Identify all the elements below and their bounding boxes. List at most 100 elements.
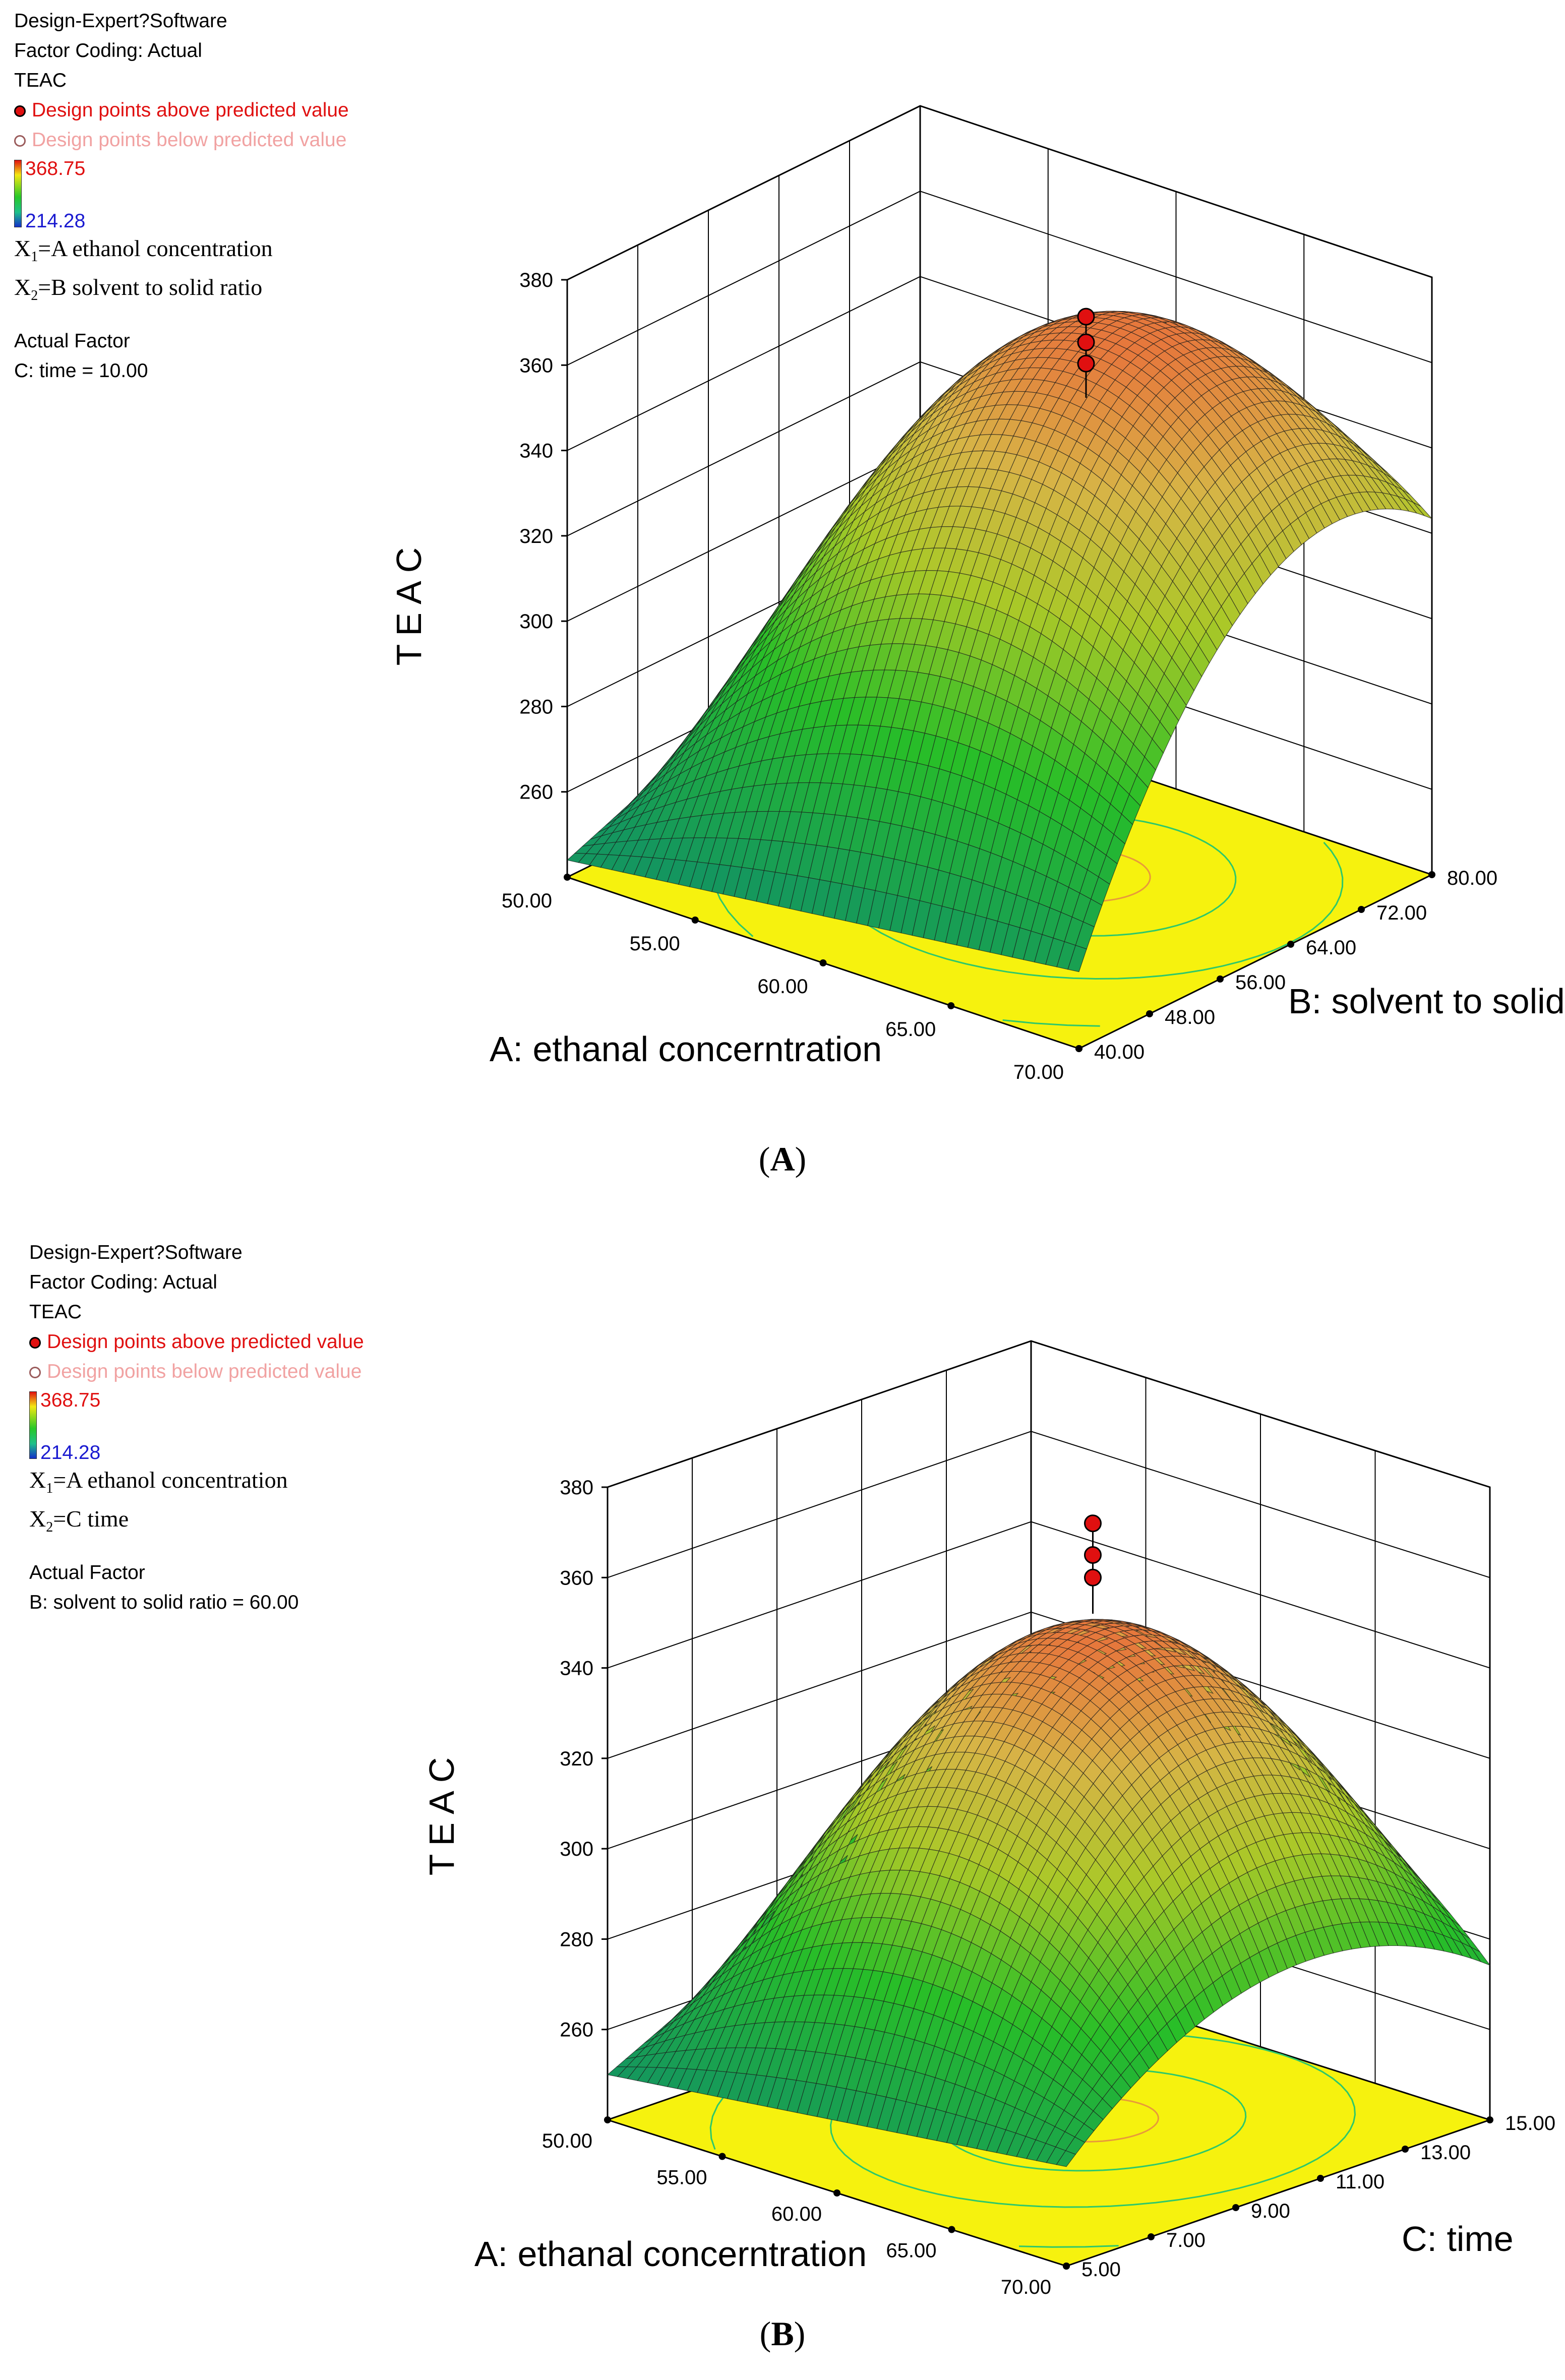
y-tick-label: 56.00	[1235, 971, 1286, 994]
design-points	[1077, 308, 1095, 398]
legend-below-label: Design points below predicted value	[47, 1361, 362, 1382]
y-tick-label: 5.00	[1081, 2259, 1121, 2281]
z-tick-label: 380	[519, 269, 553, 291]
design-point	[1077, 354, 1095, 373]
actual-factor: Actual Factor B: solvent to solid ratio …	[29, 1558, 364, 1617]
floor-contour	[1288, 841, 1344, 944]
colorbar-gradient	[14, 160, 22, 227]
legend-b: Design-Expert?Software Factor Coding: Ac…	[29, 1238, 364, 1617]
x-tick-mark	[718, 2153, 726, 2160]
x-tick-label: 50.00	[542, 2130, 592, 2152]
z-tick-label: 300	[560, 1838, 593, 1860]
factor-coding-label: Factor Coding: Actual	[29, 1271, 217, 1293]
y-tick-label: 64.00	[1306, 937, 1356, 959]
x-tick-label: 70.00	[1001, 2276, 1051, 2298]
z-tick-label: 360	[519, 354, 553, 377]
y-tick-label: 13.00	[1420, 2142, 1471, 2164]
legend-below-row: Design points below predicted value	[29, 1357, 364, 1386]
y-tick-mark	[1075, 1045, 1082, 1052]
colorbar-min: 214.28	[25, 210, 86, 232]
factor-definitions: X1=A ethanol concentration X2=C time	[29, 1465, 364, 1543]
x-tick-label: 55.00	[630, 933, 680, 955]
design-point	[1077, 333, 1095, 351]
y-tick-label: 40.00	[1094, 1041, 1145, 1063]
legend-above-row: Design points above predicted value	[14, 95, 349, 125]
x-tick-mark	[564, 874, 571, 881]
factor-coding-label: Factor Coding: Actual	[14, 40, 202, 62]
colorbar-max: 368.75	[25, 158, 86, 179]
design-point	[1084, 1514, 1102, 1533]
wall-z-gridline	[607, 1431, 1490, 1578]
z-tick-label: 260	[519, 781, 553, 804]
y-tick-mark	[1146, 1010, 1153, 1017]
z-tick-label: 300	[519, 611, 553, 633]
z-tick-label: 360	[560, 1567, 593, 1589]
filled-dot-icon	[29, 1337, 41, 1349]
z-tick-label: 340	[560, 1658, 593, 1680]
legend-a: Design-Expert?Software Factor Coding: Ac…	[14, 6, 349, 386]
y-tick-label: 72.00	[1376, 902, 1427, 924]
legend-below-label: Design points below predicted value	[32, 129, 347, 151]
caption-a: (A)	[758, 1140, 807, 1178]
x-tick-mark	[833, 2189, 840, 2196]
colorbar-min: 214.28	[40, 1442, 101, 1463]
software-label: Design-Expert?Software	[29, 1242, 243, 1263]
x-tick-mark	[691, 917, 699, 924]
x-tick-label: 55.00	[656, 2167, 707, 2189]
caption-b: (B)	[759, 2314, 806, 2353]
panel-b: Design-Expert?Software Factor Coding: Ac…	[0, 1200, 1565, 2380]
actual-factor-title: Actual Factor	[14, 330, 130, 352]
y-tick-label: 15.00	[1505, 2112, 1555, 2134]
x-tick-label: 65.00	[885, 1018, 936, 1041]
colorbar-gradient	[29, 1391, 37, 1459]
y-tick-mark	[1217, 975, 1224, 983]
hollow-dot-icon	[29, 1367, 41, 1379]
factor-x1: X1=A ethanol concentration	[29, 1467, 288, 1497]
legend-above-label: Design points above predicted value	[32, 99, 349, 121]
y-tick-label: 9.00	[1251, 2200, 1290, 2222]
legend-above-label: Design points above predicted value	[47, 1331, 364, 1353]
floor-contour	[1018, 2245, 1119, 2248]
y-tick-label: 48.00	[1165, 1006, 1215, 1028]
colorbar-max: 368.75	[40, 1389, 101, 1411]
y-tick-label: 7.00	[1166, 2229, 1206, 2251]
panel-a: Design-Expert?Software Factor Coding: Ac…	[14, 6, 1565, 1178]
response-surface	[607, 1619, 1491, 2167]
actual-factor-title: Actual Factor	[29, 1562, 145, 1584]
legend-above-row: Design points above predicted value	[29, 1327, 364, 1357]
y-tick-mark	[1428, 871, 1435, 878]
x-tick-mark	[947, 1002, 955, 1009]
response-label: TEAC	[29, 1301, 82, 1323]
wall-z-gridline	[567, 191, 1432, 366]
x-tick-mark	[948, 2226, 955, 2233]
filled-dot-icon	[14, 105, 26, 117]
y-tick-mark	[1287, 941, 1294, 948]
y-tick-mark	[1232, 2204, 1239, 2211]
surface-facet	[607, 2066, 628, 2077]
floor-contour	[1002, 1019, 1100, 1027]
design-point	[1077, 308, 1095, 326]
z-tick-label: 260	[560, 2019, 593, 2041]
z-tick-label: 320	[560, 1748, 593, 1770]
actual-factor: Actual Factor C: time = 10.00	[14, 326, 349, 386]
surface-facet	[566, 852, 587, 863]
z-tick-label: 280	[560, 1928, 593, 1950]
design-point	[1084, 1546, 1102, 1564]
x-tick-label: 50.00	[502, 890, 552, 912]
actual-factor-value: C: time = 10.00	[14, 360, 148, 382]
design-points	[1084, 1514, 1102, 1614]
x-tick-label: 60.00	[771, 2203, 822, 2225]
x-tick-label: 70.00	[1013, 1061, 1064, 1083]
y-axis-title: B: solvent to solid ratio	[1288, 982, 1565, 1021]
y-tick-mark	[1317, 2175, 1324, 2182]
response-label: TEAC	[14, 70, 67, 91]
hollow-dot-icon	[14, 135, 26, 147]
design-point	[1084, 1568, 1102, 1586]
wall-z-gridline	[607, 1521, 1490, 1669]
z-tick-label: 380	[560, 1477, 593, 1499]
z-tick-label: 340	[519, 440, 553, 462]
x-tick-label: 65.00	[886, 2240, 936, 2262]
y-tick-mark	[1358, 906, 1365, 913]
factor-definitions: X1=A ethanol concentration X2=B solvent …	[14, 233, 349, 311]
z-tick-label: 320	[519, 525, 553, 547]
